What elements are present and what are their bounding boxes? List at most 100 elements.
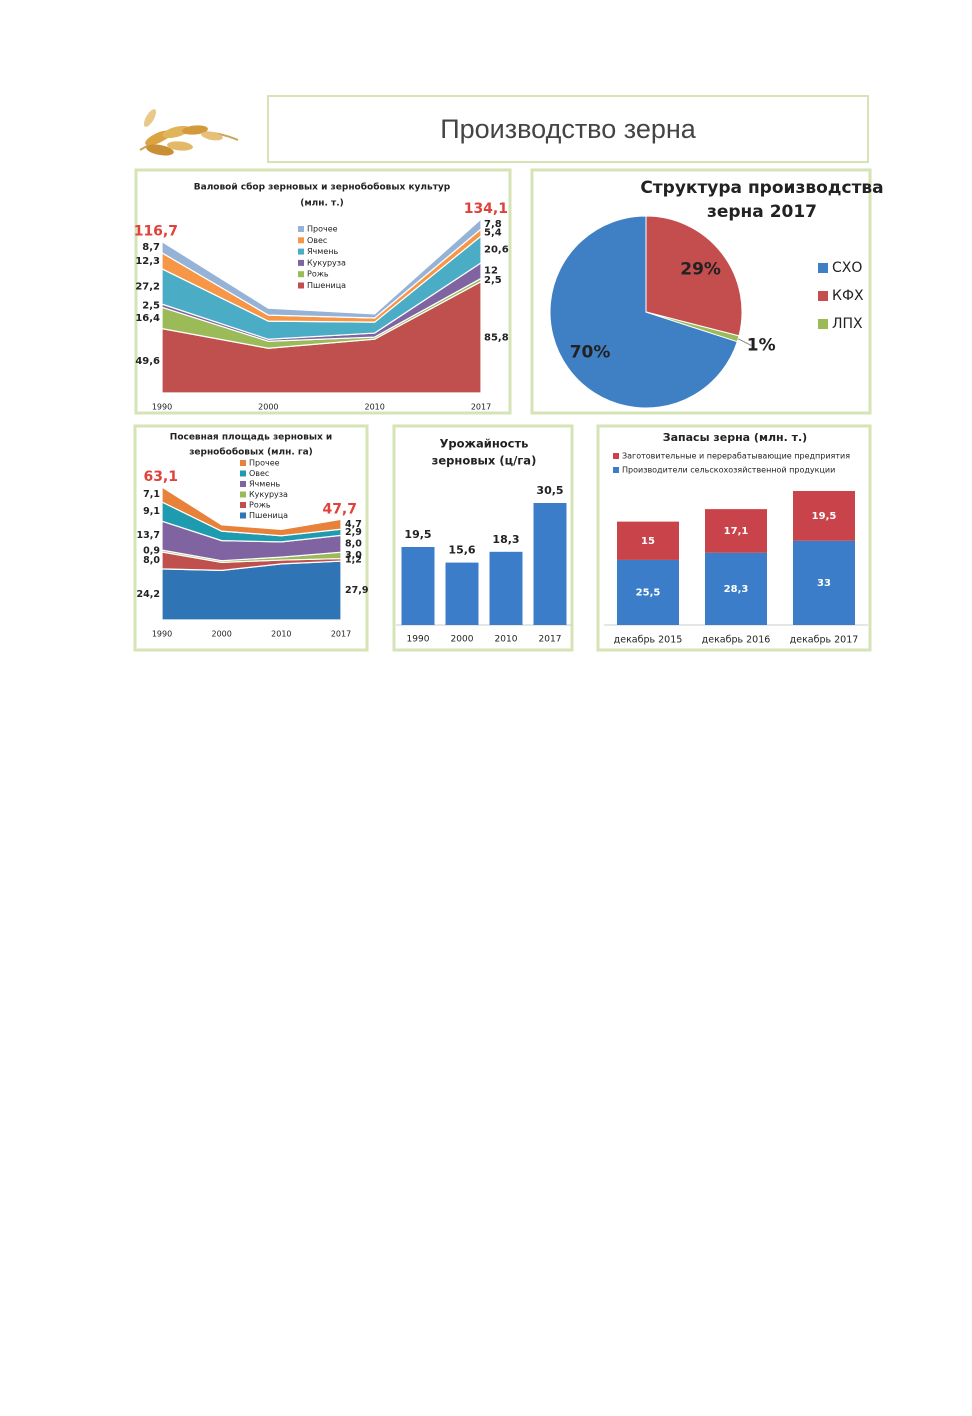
data-label: 8,0	[143, 555, 160, 566]
chart-title: зерновых (ц/га)	[432, 454, 537, 468]
chart-title: Структура производства	[640, 178, 883, 198]
data-label: 16,4	[135, 313, 160, 324]
data-label: 2,5	[484, 275, 502, 286]
bar	[489, 551, 523, 625]
x-tick-label: 2017	[471, 403, 491, 412]
total-label: 116,7	[134, 224, 178, 240]
data-label: 33	[817, 578, 831, 589]
data-label: 15,6	[448, 544, 475, 557]
x-tick-label: декабрь 2017	[790, 635, 859, 646]
data-label: 2,5	[142, 301, 160, 312]
x-tick-label: 2010	[364, 403, 384, 412]
legend-label: Пшеница	[249, 511, 288, 520]
legend-swatch	[240, 470, 246, 477]
data-label: 12,3	[135, 256, 160, 267]
x-tick-label: 2000	[258, 403, 278, 412]
legend-swatch	[613, 453, 619, 459]
data-label: 24,2	[137, 589, 160, 600]
page-title: Производство зерна	[440, 114, 697, 144]
legend-swatch	[298, 282, 304, 289]
data-label: 85,8	[484, 332, 509, 343]
bar	[445, 562, 479, 625]
data-label: 28,3	[724, 584, 749, 595]
legend-swatch	[818, 319, 828, 329]
legend-swatch	[240, 512, 246, 519]
legend-label: Ячмень	[249, 480, 280, 489]
x-tick-label: 2010	[495, 635, 518, 645]
x-tick-label: 2017	[539, 635, 562, 645]
legend-label: Ячмень	[307, 247, 338, 256]
total-label: 134,1	[464, 201, 508, 217]
data-label: 5,4	[484, 228, 502, 239]
data-label: 8,0	[345, 538, 362, 549]
data-label: 27,9	[345, 585, 368, 596]
data-label: 0,9	[143, 546, 160, 557]
data-label: 19,5	[812, 511, 837, 522]
legend-swatch	[240, 481, 246, 487]
legend-swatch	[818, 291, 828, 301]
x-tick-label: 1990	[152, 630, 172, 639]
data-label: 27,2	[135, 281, 160, 292]
legend-label: СХО	[832, 260, 862, 276]
legend-label: Рожь	[307, 270, 329, 279]
data-label: 29%	[680, 260, 721, 280]
data-label: 20,6	[484, 244, 509, 255]
legend-swatch	[240, 491, 246, 498]
bar-segment	[793, 540, 855, 625]
title-box	[267, 95, 869, 163]
bar-segment	[617, 559, 679, 625]
area-series	[161, 485, 342, 537]
legend-label: ЛПХ	[832, 316, 863, 332]
total-label: 47,7	[322, 501, 357, 517]
x-tick-label: 2000	[211, 630, 231, 639]
wheat-decoration	[139, 109, 239, 156]
legend-label: Производители сельскохозяйственной проду…	[622, 466, 835, 475]
pie-slice	[645, 311, 740, 343]
legend-swatch	[298, 248, 304, 255]
data-label: 13,7	[137, 530, 160, 541]
legend-swatch	[298, 226, 304, 232]
chart-title: Урожайность	[440, 437, 529, 451]
bar-segment	[793, 491, 855, 541]
legend-label: Заготовительные и перерабатывающие предп…	[622, 452, 850, 461]
data-label: 2,9	[345, 527, 362, 538]
pie-slice	[549, 215, 738, 409]
x-tick-label: 2000	[451, 635, 474, 645]
area-series	[161, 217, 482, 319]
data-label: 9,1	[143, 506, 160, 517]
data-label: 1,2	[345, 554, 362, 565]
x-tick-label: 1990	[407, 635, 430, 645]
chart-title: Запасы зерна (млн. т.)	[663, 431, 807, 444]
leader-line	[737, 338, 752, 346]
legend-swatch	[298, 271, 304, 278]
total-label: 63,1	[143, 469, 178, 485]
chart-title: Посевная площадь зерновых и	[170, 433, 332, 443]
data-label: 25,5	[636, 587, 661, 598]
legend-swatch	[818, 263, 828, 273]
legend-label: Кукуруза	[307, 258, 346, 267]
bar-segment	[705, 552, 767, 625]
legend-label: Овес	[249, 469, 269, 478]
data-label: 8,7	[142, 242, 160, 253]
data-label: 7,8	[484, 219, 502, 230]
x-tick-label: декабрь 2016	[702, 635, 771, 646]
chart-title: зернобобовых (млн. га)	[189, 447, 313, 458]
data-label: 49,6	[135, 356, 160, 367]
legend-label: КФХ	[832, 288, 864, 304]
data-label: 7,1	[143, 489, 160, 500]
chart-title: зерна 2017	[707, 202, 817, 222]
legend-label: Прочее	[307, 225, 338, 234]
bar-segment	[705, 509, 767, 553]
chart-title: Валовой сбор зерновых и зернобобовых кул…	[194, 182, 451, 193]
legend-label: Кукуруза	[249, 490, 288, 499]
legend-label: Пшеница	[307, 281, 346, 290]
legend-swatch	[298, 237, 304, 244]
bar	[401, 547, 435, 625]
legend-label: Рожь	[249, 501, 271, 510]
bar	[533, 503, 567, 625]
x-tick-label: декабрь 2015	[614, 635, 683, 646]
data-label: 19,5	[404, 528, 431, 541]
legend-swatch	[240, 502, 246, 508]
